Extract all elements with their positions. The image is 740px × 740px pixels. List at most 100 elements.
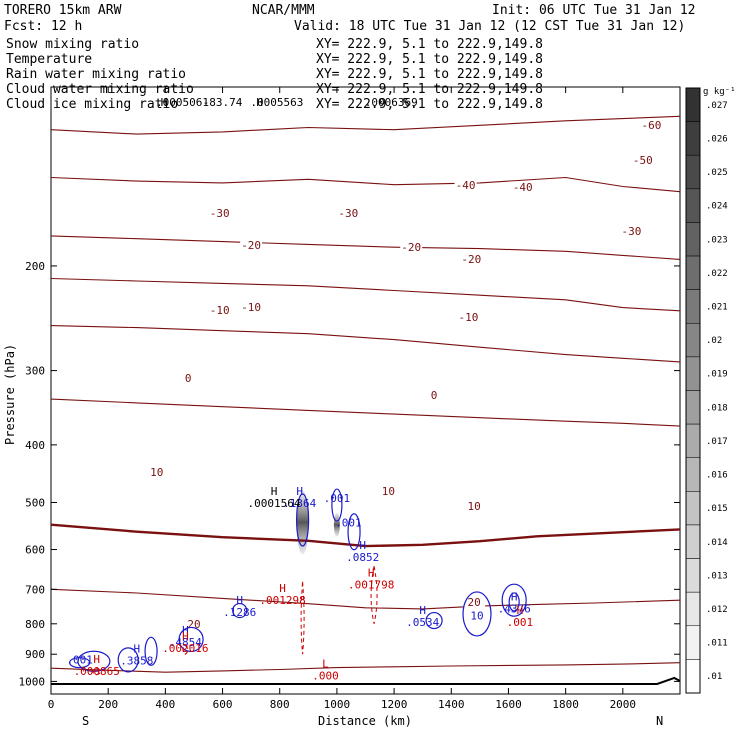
cloud-water-contour bbox=[178, 626, 204, 653]
cloud-water-contour bbox=[331, 488, 343, 522]
cloud-water-contours bbox=[68, 488, 527, 673]
isotherm-label: -10 bbox=[210, 304, 230, 317]
rain-water-extremum-value: .001798 bbox=[348, 579, 394, 592]
isotherm-label: 20 bbox=[468, 596, 481, 609]
label-mask bbox=[400, 242, 423, 253]
colorbar-swatch bbox=[685, 154, 701, 190]
cloud-water-extremum-value: .0852 bbox=[346, 551, 379, 564]
y-tick-label: 700 bbox=[25, 583, 45, 596]
field-name: Rain water mixing ratio bbox=[6, 67, 186, 82]
cloud-water-extremum-value: .0534 bbox=[406, 616, 439, 629]
colorbar-swatch bbox=[685, 222, 701, 257]
rain-water-extremum-kind: H bbox=[182, 630, 189, 643]
plot-area: -60 -50 -40 -40 -30 -30 -30 -20 -20 -20 -10 -10 -10 0… bbox=[50, 86, 681, 695]
cloud-water-extremum-value: .1286 bbox=[223, 606, 256, 619]
snow-extremum-kind: H bbox=[271, 485, 278, 498]
colorbar-swatch bbox=[685, 356, 701, 391]
rain-water-extremum-kind: H bbox=[93, 653, 100, 666]
x-tick-label: 1600 bbox=[495, 698, 522, 711]
colorbar-swatch bbox=[685, 323, 701, 358]
top-labels: -83.74H.0005061 H.0005563.0006369 bbox=[156, 96, 418, 109]
x-tick-label: 800 bbox=[270, 698, 290, 711]
snow-shading bbox=[296, 490, 340, 555]
cloud-water-extremum-value: .4376 bbox=[498, 603, 531, 616]
isotherm-label: -30 bbox=[338, 207, 358, 220]
x-axis: 0 200 400 600 800 1000 1200 1400 1600 1800 2000 bbox=[48, 87, 636, 711]
isotherm bbox=[50, 325, 681, 363]
y-tick-label: 500 bbox=[25, 496, 45, 509]
colorbar-swatch bbox=[685, 524, 701, 559]
y-tick-label: 300 bbox=[25, 365, 45, 378]
field-xy: XY= 222.9, 5.1 to 222.9,149.8 bbox=[316, 37, 543, 52]
colorbar-swatch bbox=[685, 491, 701, 526]
rain-water-contour bbox=[182, 645, 189, 655]
isotherm-label: -50 bbox=[633, 154, 653, 167]
snow-core bbox=[296, 490, 309, 555]
cloud-water-extremum-value: .001 bbox=[66, 653, 93, 666]
label-mask bbox=[457, 312, 480, 323]
rain-water-contours bbox=[92, 566, 378, 676]
colorbar-swatch bbox=[685, 87, 701, 122]
colorbar-level: .019 bbox=[706, 370, 728, 380]
rain-water-extremum-value: .000865 bbox=[74, 665, 120, 678]
isotherm bbox=[50, 115, 681, 135]
label-mask bbox=[337, 208, 360, 219]
terrain-line bbox=[51, 676, 681, 685]
x-tick-label: 200 bbox=[98, 698, 118, 711]
rain-water-extremum-value: .000 bbox=[312, 670, 339, 683]
top-label: .0006369 bbox=[365, 96, 418, 109]
isotherm bbox=[50, 588, 681, 610]
colorbar-level: .026 bbox=[706, 134, 728, 144]
cloud-water-extremum-kind: H bbox=[419, 604, 426, 617]
cloud-water-extremum-value: 10 bbox=[470, 609, 483, 622]
colorbar-swatch bbox=[685, 423, 701, 458]
extrema-labels: H.1364.001.001H.0852H.1286H.4854H.3858.0… bbox=[66, 485, 533, 682]
x-axis-label: Distance (km) bbox=[318, 714, 412, 728]
label-mask bbox=[182, 619, 205, 630]
isotherm-label: -10 bbox=[458, 311, 478, 324]
field-list: Snow mixing ratio XY= 222.9, 5.1 to 222.9… bbox=[6, 37, 543, 112]
colorbar-unit: g kg⁻¹ bbox=[703, 87, 736, 97]
label-mask bbox=[377, 486, 400, 497]
isotherm bbox=[50, 176, 681, 193]
cloud-water-contour bbox=[347, 513, 361, 551]
south-label: S bbox=[82, 714, 89, 728]
colorbar-level: .022 bbox=[706, 269, 728, 279]
cloud-water-extremum-kind: H bbox=[133, 643, 140, 656]
field-xy: XY= 222.9, 5.1 to 222.9,149.8 bbox=[316, 82, 543, 97]
colorbar-level: .012 bbox=[706, 605, 728, 615]
colorbar-level: .013 bbox=[706, 571, 728, 581]
rain-water-contour bbox=[370, 566, 378, 624]
colorbar-level: .02 bbox=[706, 336, 722, 346]
x-tick-label: 600 bbox=[213, 698, 233, 711]
y-axis-label: Pressure (hPa) bbox=[3, 344, 17, 445]
center-title: NCAR/MMM bbox=[252, 3, 315, 18]
field-name: Cloud water mixing ratio bbox=[6, 82, 194, 97]
y-tick-label: 1000 bbox=[19, 675, 46, 688]
cloud-water-contour bbox=[508, 592, 520, 612]
isotherm-label: -20 bbox=[401, 241, 421, 254]
colorbar-swatch bbox=[685, 591, 701, 627]
isotherm-label: -10 bbox=[241, 301, 261, 314]
rain-water-extremum-value: .001298 bbox=[259, 594, 305, 607]
isotherm-label: -40 bbox=[513, 181, 533, 194]
isotherm-label: 10 bbox=[382, 485, 395, 498]
field-xy: XY= 222.9, 5.1 to 222.9,149.8 bbox=[316, 67, 543, 82]
cloud-water-contour bbox=[296, 493, 310, 547]
colorbar-frame bbox=[685, 87, 701, 694]
cloud-water-extremum-value: .4854 bbox=[169, 636, 202, 649]
label-mask bbox=[454, 180, 477, 191]
colorbar-swatch bbox=[685, 625, 701, 660]
colorbar-level: .024 bbox=[706, 202, 728, 212]
cloud-water-extremum-value: .3858 bbox=[120, 655, 153, 668]
cloud-water-contour bbox=[77, 650, 111, 672]
forecast-hour: Fcst: 12 h bbox=[4, 19, 82, 34]
terrain bbox=[51, 676, 681, 685]
top-label: .0005061 bbox=[156, 96, 209, 109]
cloud-water-contour bbox=[232, 602, 248, 619]
label-mask bbox=[640, 120, 663, 131]
colorbar-level: .025 bbox=[706, 168, 728, 178]
y-tick-label: 200 bbox=[25, 260, 45, 273]
isotherm bbox=[50, 277, 681, 312]
